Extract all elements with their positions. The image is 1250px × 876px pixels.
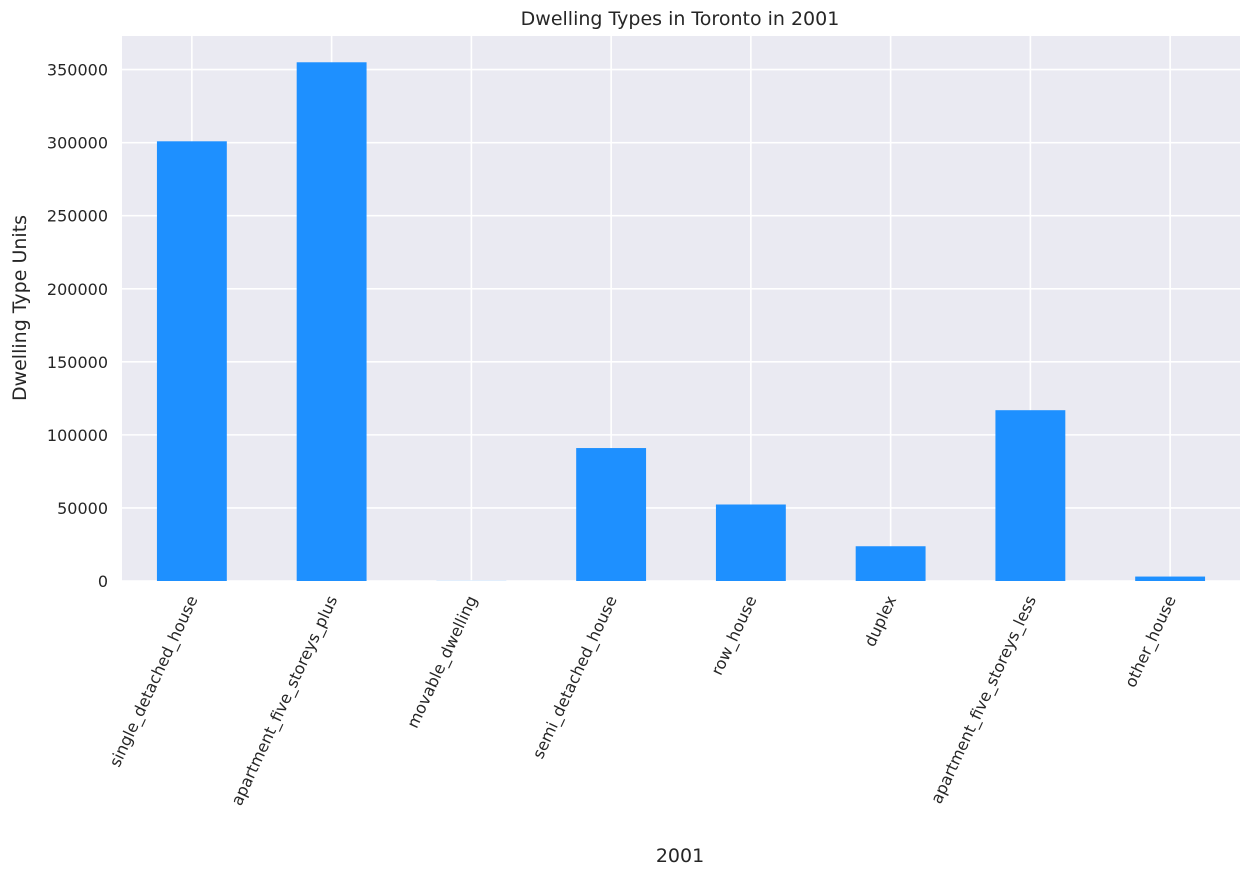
y-tick-label: 150000 bbox=[47, 353, 108, 372]
x-tick-label: apartment_five_storeys_less bbox=[927, 593, 1041, 807]
x-tick-label: other_house bbox=[1121, 593, 1181, 691]
bar bbox=[1135, 576, 1206, 581]
y-tick-label: 0 bbox=[98, 572, 108, 591]
x-axis-ticks: single_detached_house apartment_five_stor… bbox=[105, 593, 1180, 809]
bar bbox=[156, 141, 227, 581]
x-tick-label: duplex bbox=[860, 593, 900, 650]
y-axis-ticks: 0 50000 100000 150000 200000 250000 300000 3500… bbox=[47, 61, 108, 591]
x-tick-label: apartment_five_storeys_plus bbox=[227, 593, 342, 809]
bar bbox=[855, 546, 926, 581]
x-tick-label: row_house bbox=[707, 593, 761, 679]
y-tick-label: 100000 bbox=[47, 426, 108, 445]
x-tick-label: movable_dwelling bbox=[403, 593, 482, 732]
bar bbox=[576, 448, 647, 581]
x-tick-label: single_detached_house bbox=[105, 593, 202, 771]
bar bbox=[995, 410, 1066, 581]
x-axis-label: 2001 bbox=[656, 845, 704, 867]
y-tick-label: 300000 bbox=[47, 134, 108, 153]
y-tick-label: 200000 bbox=[47, 280, 108, 299]
chart-title: Dwelling Types in Toronto in 2001 bbox=[521, 8, 840, 30]
plot-area bbox=[122, 36, 1240, 581]
y-tick-label: 250000 bbox=[47, 207, 108, 226]
bar bbox=[296, 62, 367, 582]
y-tick-label: 350000 bbox=[47, 61, 108, 80]
x-tick-label: semi_detached_house bbox=[529, 593, 622, 762]
y-tick-label: 50000 bbox=[57, 499, 108, 518]
y-axis-label: Dwelling Type Units bbox=[9, 215, 31, 401]
bars bbox=[156, 62, 1206, 582]
bar bbox=[715, 504, 786, 581]
